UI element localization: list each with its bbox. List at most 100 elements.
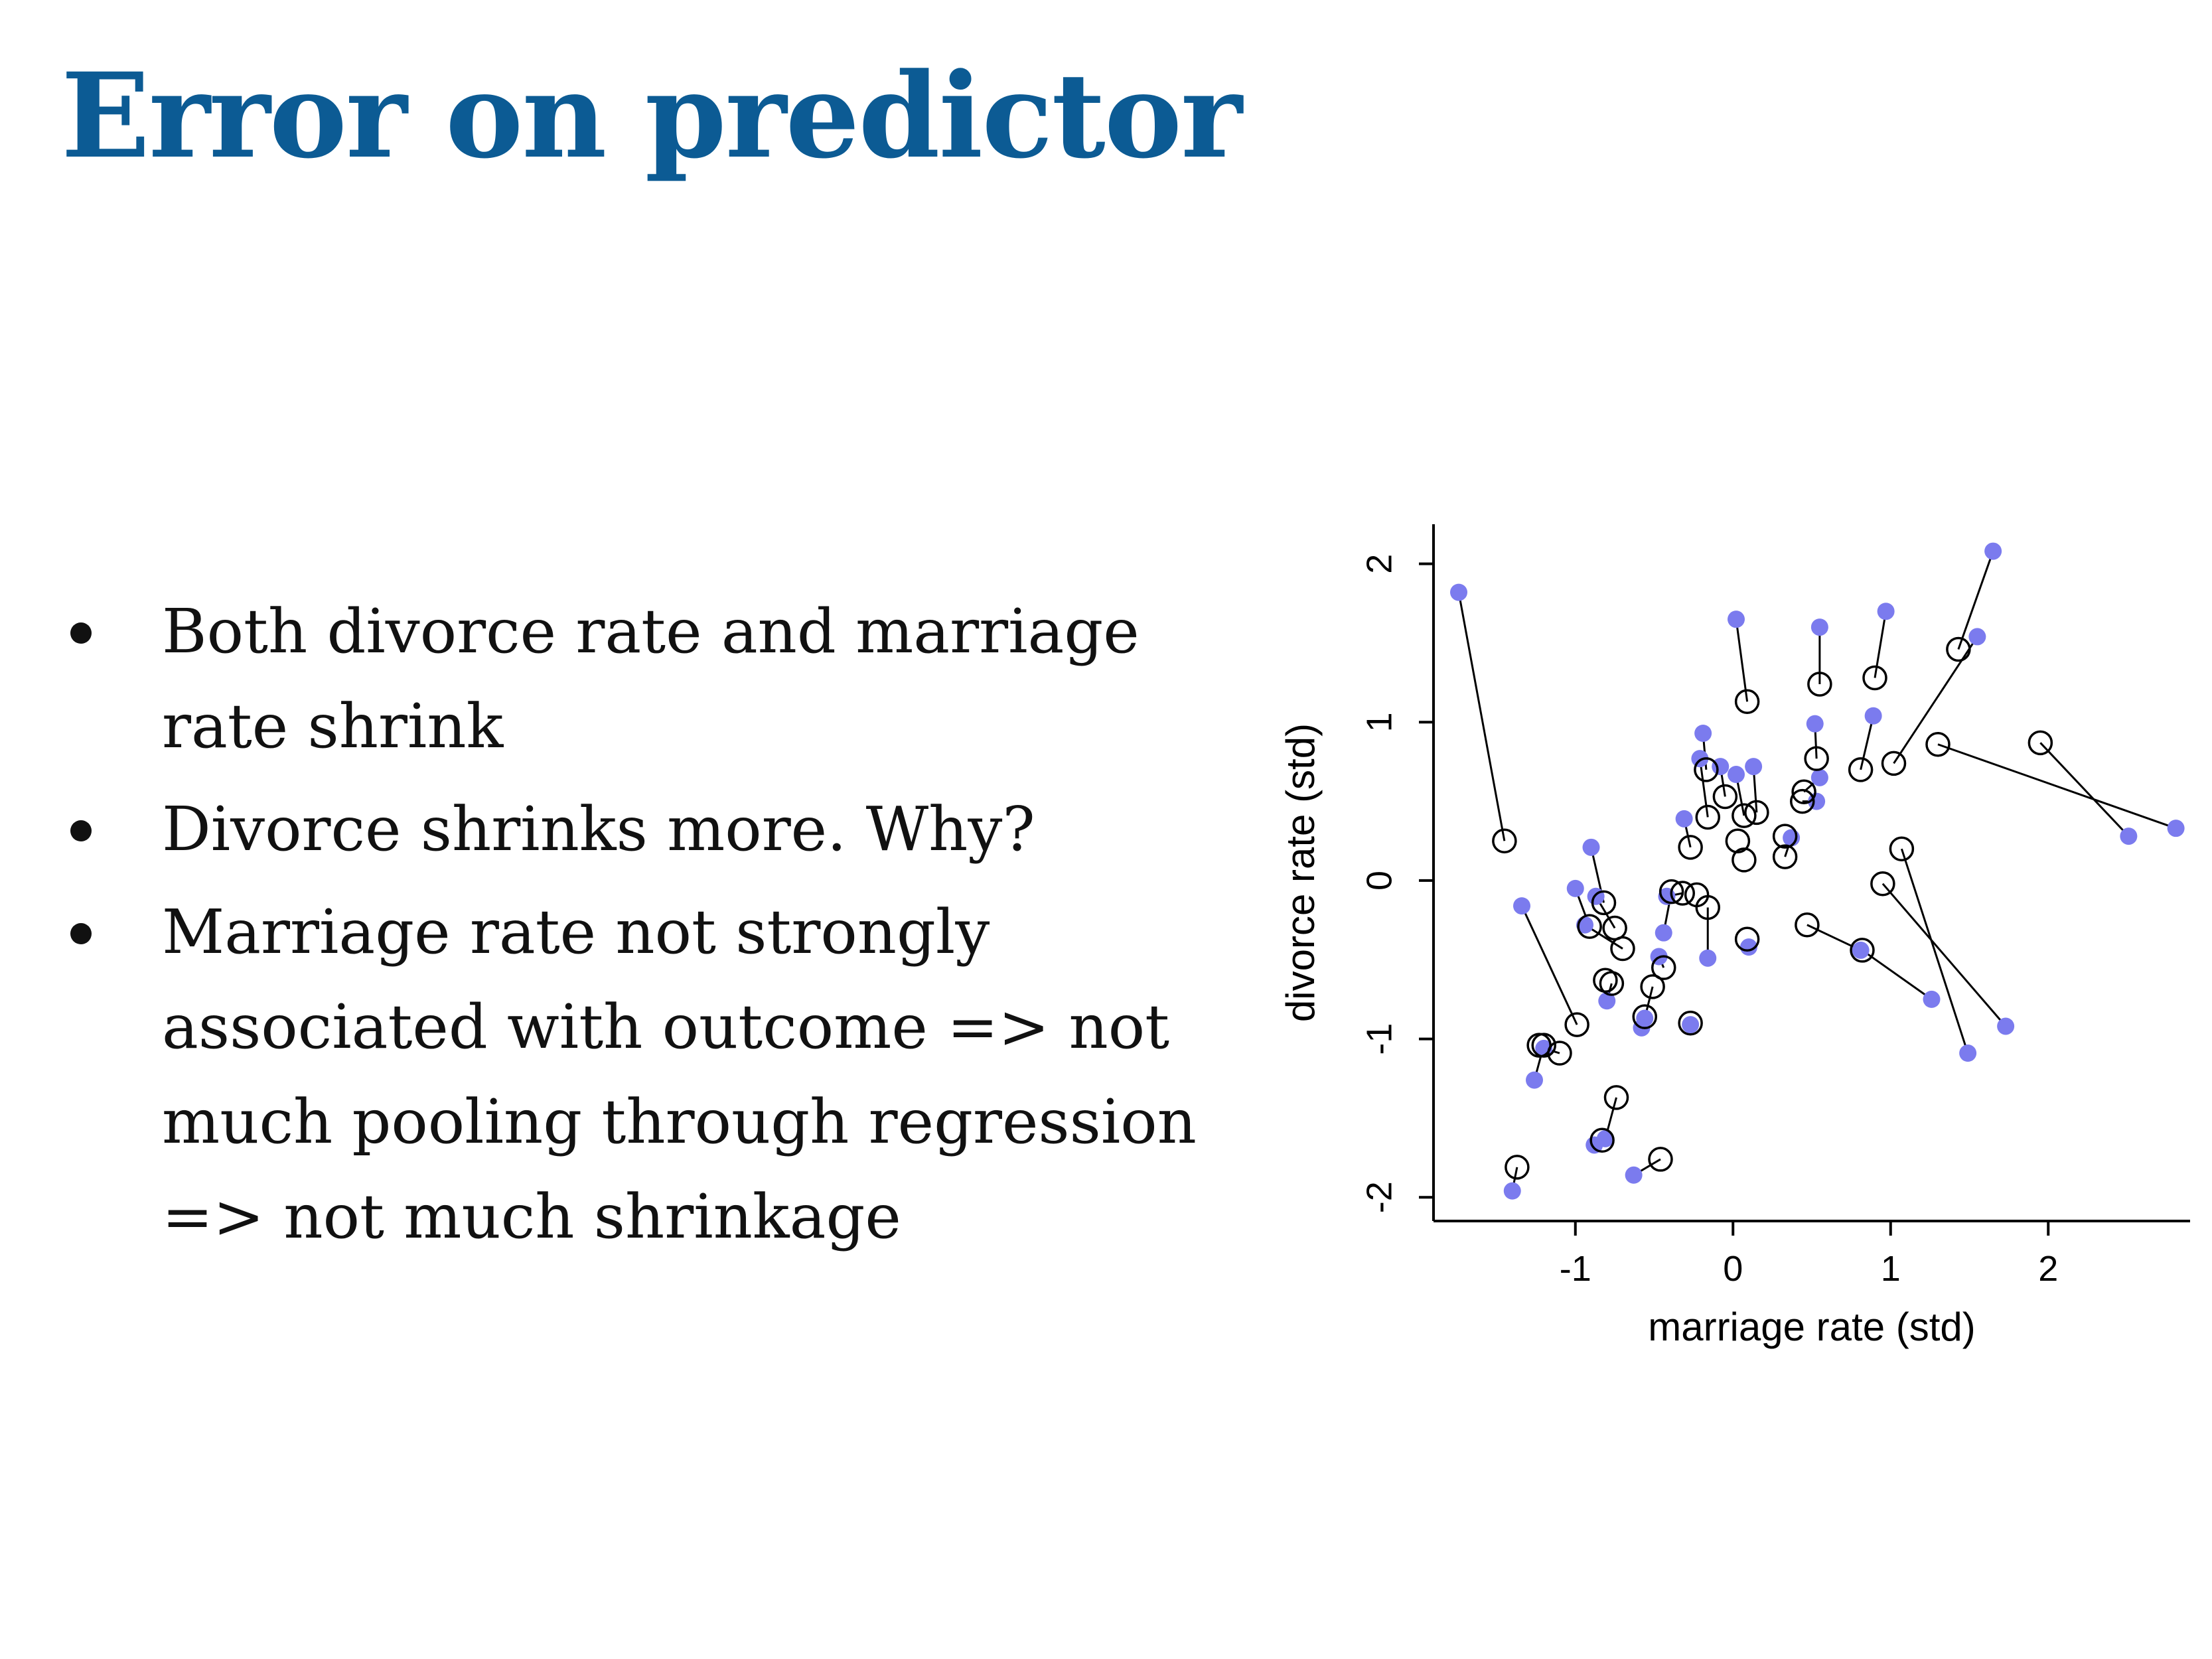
posterior-point (1603, 1085, 1629, 1110)
observed-point (1810, 618, 1828, 636)
shrinkage-segment (1862, 949, 1933, 1001)
bullet-item: Both divorce rate and marriage rate shri… (61, 584, 1256, 774)
observed-point (1691, 750, 1709, 768)
posterior-point (1850, 938, 1875, 963)
posterior-point (1659, 879, 1684, 904)
observed-point (1526, 1071, 1543, 1089)
posterior-point (1870, 871, 1895, 897)
posterior-point (1848, 757, 1874, 782)
observed-point (2120, 828, 2138, 845)
shrinkage-segment (1893, 636, 1978, 764)
posterior-point (1695, 804, 1720, 830)
bullet-text: Both divorce rate and marriage rate shri… (162, 596, 1140, 762)
shrinkage-segment (1735, 618, 1749, 702)
y-tick-label: 2 (1359, 554, 1399, 574)
observed-point (1566, 879, 1584, 897)
x-tick-label: 2 (2038, 1249, 2058, 1289)
posterior-point (1732, 847, 1757, 873)
observed-point (1877, 603, 1895, 620)
observed-point (1728, 766, 1745, 784)
shrinkage-segment (1698, 758, 1709, 818)
y-tick-label: 1 (1359, 712, 1399, 732)
posterior-point (1651, 955, 1676, 980)
y-axis-label: divorce rate (std) (1278, 723, 1323, 1022)
posterior-point (1925, 731, 1951, 757)
shrinkage-segment (2039, 742, 2130, 837)
posterior-point (1589, 1127, 1615, 1153)
posterior-point (1795, 912, 1820, 938)
scatter-chart: -1 0 1 2 -2 -1 0 1 2 marriage rate (std) divorce… (1278, 524, 2190, 1349)
posterior-point (1889, 836, 1915, 861)
bullet-text: Marriage rate not strongly associated wi… (162, 897, 1197, 1252)
observed-point (1675, 810, 1693, 828)
posterior-point (1881, 751, 1907, 776)
posterior-points (1492, 636, 2053, 1180)
y-tick-label: -2 (1359, 1181, 1399, 1213)
bullet-text: Divorce shrinks more. Why? (162, 794, 1035, 865)
posterior-point (1678, 1010, 1703, 1036)
posterior-point (1492, 828, 1517, 854)
posterior-point (1734, 689, 1760, 715)
posterior-point (1790, 788, 1815, 814)
observed-point (1959, 1045, 1977, 1062)
posterior-point (1791, 779, 1816, 805)
observed-point (1740, 938, 1757, 956)
bullet-dot-icon (70, 622, 92, 644)
posterior-point (1648, 1147, 1673, 1172)
posterior-point (1712, 784, 1738, 810)
bullet-dot-icon (70, 820, 92, 841)
posterior-point (1804, 746, 1829, 771)
posterior-point (1772, 844, 1798, 869)
posterior-point (1564, 1012, 1589, 1037)
observed-point (1655, 924, 1672, 942)
posterior-point (1734, 926, 1760, 952)
observed-point (1503, 1182, 1521, 1200)
observed-point (2167, 820, 2185, 837)
shrinkage-segment (1520, 905, 1578, 1025)
posterior-point (1577, 914, 1602, 939)
observed-point (1682, 1016, 1700, 1034)
bullet-list: Both divorce rate and marriage rate shri… (61, 584, 1256, 1272)
shrinkage-segment (1457, 592, 1506, 841)
observed-point (1806, 715, 1824, 733)
observed-point (1513, 897, 1530, 915)
posterior-point (1744, 800, 1769, 826)
shrinkage-segment (1881, 883, 2007, 1027)
observed-points (1450, 542, 2185, 1200)
chart-axes: -1 0 1 2 -2 -1 0 1 2 (1359, 524, 2190, 1289)
posterior-point (1505, 1155, 1530, 1180)
posterior-point (1610, 936, 1635, 962)
posterior-point (1591, 890, 1617, 916)
posterior-point (1632, 1004, 1657, 1029)
observed-point (1984, 542, 2002, 560)
observed-point (1852, 941, 1870, 959)
posterior-point (1946, 636, 1971, 662)
observed-point (1587, 887, 1605, 905)
observed-point (1699, 949, 1717, 967)
observed-point (1694, 725, 1712, 742)
bullet-dot-icon (70, 923, 92, 944)
x-tick-label: 1 (1881, 1249, 1901, 1289)
posterior-point (1593, 968, 1618, 993)
observed-point (1582, 838, 1600, 856)
observed-point (1728, 611, 1745, 628)
posterior-point (1807, 672, 1832, 697)
observed-point (1864, 707, 1882, 725)
posterior-point (1684, 882, 1710, 908)
observed-point (1810, 768, 1828, 786)
posterior-point (1678, 835, 1703, 860)
shrinkage-segment (1860, 715, 1875, 770)
bullet-item: Marriage rate not strongly associated wi… (61, 885, 1256, 1264)
shrinkage-segments (1457, 551, 2177, 1191)
posterior-point (1772, 824, 1798, 849)
shrinkage-segment (1957, 551, 1994, 650)
observed-point (1625, 1166, 1643, 1184)
observed-point (1923, 990, 1941, 1008)
posterior-point (1526, 1033, 1552, 1058)
observed-point (1968, 628, 1986, 646)
posterior-point (1725, 828, 1751, 854)
y-tick-label: -1 (1359, 1023, 1399, 1055)
shrinkage-segment (1937, 743, 2177, 830)
bullet-item: Divorce shrinks more. Why? (61, 782, 1256, 877)
observed-point (1783, 829, 1801, 847)
